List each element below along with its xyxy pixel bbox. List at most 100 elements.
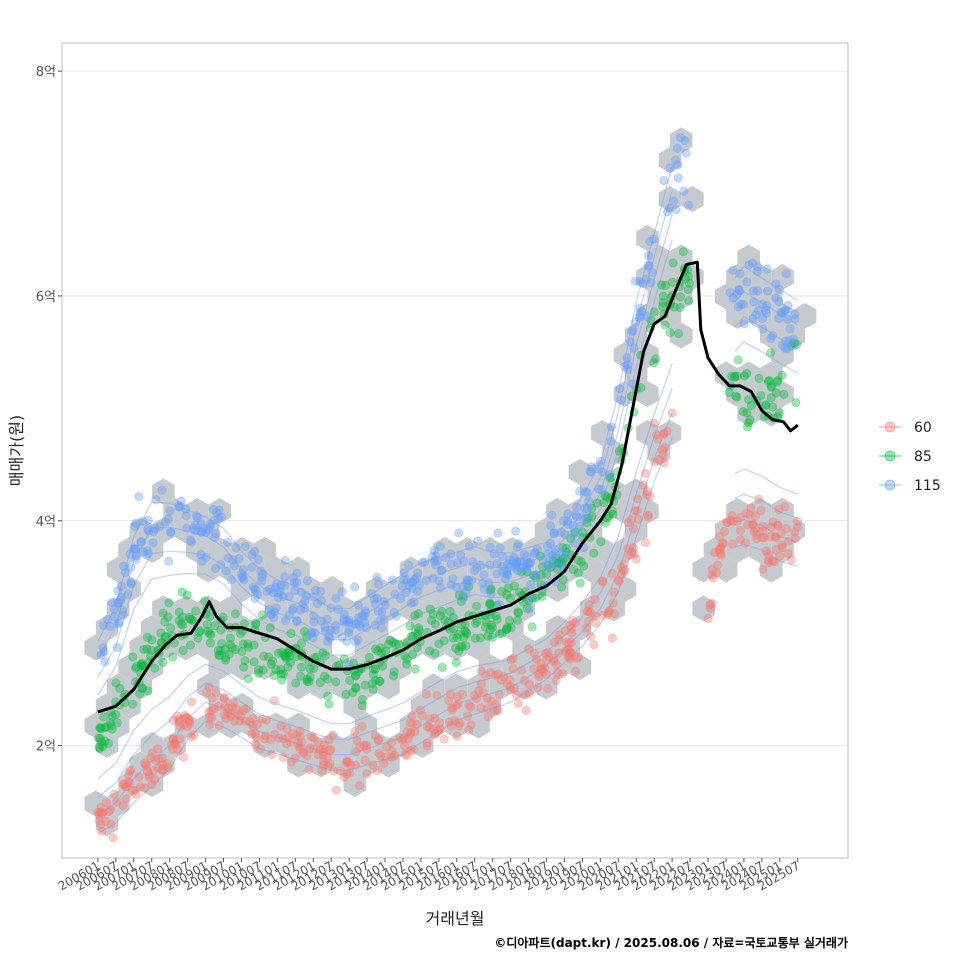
scatter-point-115 xyxy=(381,601,389,609)
scatter-point-85 xyxy=(493,615,501,623)
scatter-point-85 xyxy=(744,419,752,427)
scatter-point-60 xyxy=(609,599,617,607)
scatter-point-115 xyxy=(666,164,674,172)
scatter-point-115 xyxy=(429,574,437,582)
scatter-point-85 xyxy=(129,700,137,708)
scatter-point-85 xyxy=(159,658,167,666)
scatter-point-85 xyxy=(409,650,417,658)
scatter-point-115 xyxy=(564,520,572,528)
scatter-point-85 xyxy=(264,653,272,661)
scatter-point-60 xyxy=(793,517,801,525)
scatter-point-85 xyxy=(676,293,684,301)
scatter-point-85 xyxy=(778,371,786,379)
scatter-point-60 xyxy=(127,766,135,774)
scatter-point-60 xyxy=(465,701,473,709)
scatter-point-60 xyxy=(329,731,337,739)
scatter-point-115 xyxy=(775,297,783,305)
scatter-point-85 xyxy=(221,654,229,662)
scatter-point-60 xyxy=(514,699,522,707)
scatter-point-115 xyxy=(217,560,225,568)
scatter-point-115 xyxy=(781,344,789,352)
scatter-point-115 xyxy=(370,595,378,603)
scatter-point-85 xyxy=(169,653,177,661)
scatter-point-115 xyxy=(447,560,455,568)
scatter-point-115 xyxy=(418,558,426,566)
scatter-point-85 xyxy=(453,633,461,641)
scatter-point-115 xyxy=(354,601,362,609)
scatter-point-60 xyxy=(151,776,159,784)
legend-label-60: 60 xyxy=(914,420,932,436)
scatter-point-85 xyxy=(411,611,419,619)
scatter-point-115 xyxy=(681,136,689,144)
scatter-point-60 xyxy=(477,704,485,712)
scatter-point-60 xyxy=(550,638,558,646)
scatter-point-85 xyxy=(303,677,311,685)
scatter-point-115 xyxy=(189,524,197,532)
scatter-point-60 xyxy=(567,638,575,646)
scatter-point-115 xyxy=(430,546,438,554)
scatter-point-85 xyxy=(349,688,357,696)
scatter-point-115 xyxy=(197,550,205,558)
scatter-point-85 xyxy=(392,640,400,648)
scatter-point-115 xyxy=(564,510,572,518)
scatter-point-115 xyxy=(752,311,760,319)
scatter-point-115 xyxy=(293,617,301,625)
scatter-point-115 xyxy=(494,529,502,537)
scatter-point-85 xyxy=(727,372,735,380)
scatter-point-60 xyxy=(759,565,767,573)
scatter-point-85 xyxy=(734,356,742,364)
scatter-point-85 xyxy=(669,259,677,267)
scatter-point-115 xyxy=(251,586,259,594)
scatter-point-115 xyxy=(279,593,287,601)
scatter-point-115 xyxy=(557,528,565,536)
scatter-point-60 xyxy=(736,526,744,534)
scatter-point-60 xyxy=(518,666,526,674)
scatter-point-115 xyxy=(132,552,140,560)
scatter-point-60 xyxy=(704,614,712,622)
scatter-point-115 xyxy=(790,335,798,343)
scatter-point-60 xyxy=(608,634,616,642)
scatter-point-115 xyxy=(456,551,464,559)
scatter-point-85 xyxy=(139,684,147,692)
scatter-point-85 xyxy=(241,657,249,665)
scatter-point-60 xyxy=(491,671,499,679)
scatter-point-85 xyxy=(528,623,536,631)
scatter-point-85 xyxy=(287,629,295,637)
scatter-point-85 xyxy=(772,389,780,397)
scatter-point-115 xyxy=(449,575,457,583)
scatter-point-115 xyxy=(202,528,210,536)
scatter-point-60 xyxy=(522,706,530,714)
scatter-point-60 xyxy=(541,649,549,657)
scatter-point-60 xyxy=(390,751,398,759)
scatter-point-85 xyxy=(226,634,234,642)
scatter-point-85 xyxy=(244,675,252,683)
scatter-point-85 xyxy=(768,403,776,411)
scatter-point-115 xyxy=(759,325,767,333)
scatter-point-60 xyxy=(131,786,139,794)
scatter-point-85 xyxy=(165,599,173,607)
scatter-point-60 xyxy=(633,495,641,503)
scatter-point-60 xyxy=(220,702,228,710)
scatter-point-115 xyxy=(187,538,195,546)
scatter-point-85 xyxy=(112,679,120,687)
scatter-point-60 xyxy=(300,748,308,756)
scatter-point-115 xyxy=(660,176,668,184)
scatter-point-115 xyxy=(182,512,190,520)
scatter-point-115 xyxy=(621,362,629,370)
scatter-point-85 xyxy=(780,390,788,398)
scatter-point-85 xyxy=(766,349,774,357)
scatter-point-85 xyxy=(310,664,318,672)
scatter-point-60 xyxy=(283,725,291,733)
scatter-point-60 xyxy=(205,683,213,691)
scatter-point-60 xyxy=(552,676,560,684)
scatter-point-115 xyxy=(772,280,780,288)
scatter-point-60 xyxy=(482,671,490,679)
scatter-point-115 xyxy=(586,467,594,475)
scatter-point-115 xyxy=(143,547,151,555)
scatter-point-60 xyxy=(446,690,454,698)
scatter-point-60 xyxy=(591,595,599,603)
scatter-point-115 xyxy=(120,562,128,570)
x-axis-title: 거래년월 xyxy=(426,909,485,928)
scatter-point-85 xyxy=(345,676,353,684)
scatter-point-60 xyxy=(716,532,724,540)
